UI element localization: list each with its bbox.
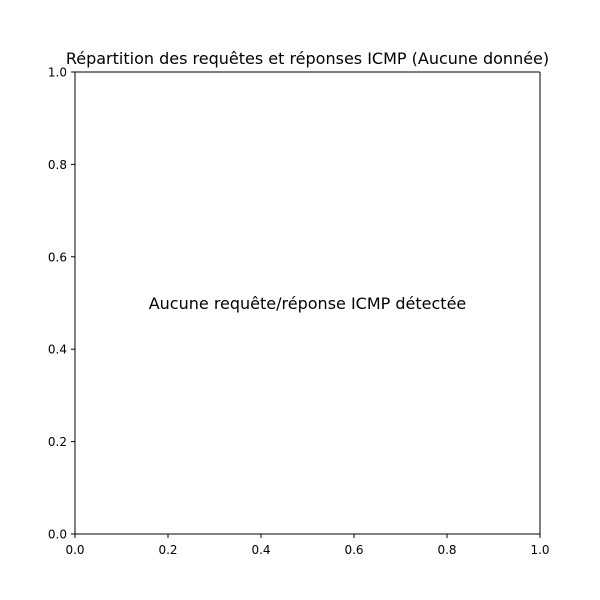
no-data-annotation: Aucune requête/réponse ICMP détectée (149, 294, 467, 313)
y-tick-label: 0.2 (48, 435, 67, 449)
y-tick-label: 0.0 (48, 528, 67, 542)
x-tick-label: 0.4 (251, 543, 270, 557)
x-tick-label: 1.0 (530, 543, 549, 557)
x-tick-label: 0.2 (158, 543, 177, 557)
plot-area: 0.0 0.2 0.4 0.6 0.8 1.0 0.0 0.2 0.4 0.6 0.8 1.0 Aucu… (48, 66, 550, 558)
y-tick-label: 1.0 (48, 66, 67, 80)
y-tick-label: 0.6 (48, 250, 67, 264)
x-tick-label: 0.8 (437, 543, 456, 557)
x-tick-label: 0.6 (344, 543, 363, 557)
y-tick-label: 0.4 (48, 343, 67, 357)
chart-title: Répartition des requêtes et réponses ICM… (66, 49, 549, 68)
y-tick-label: 0.8 (48, 158, 67, 172)
x-tick-label: 0.0 (65, 543, 84, 557)
